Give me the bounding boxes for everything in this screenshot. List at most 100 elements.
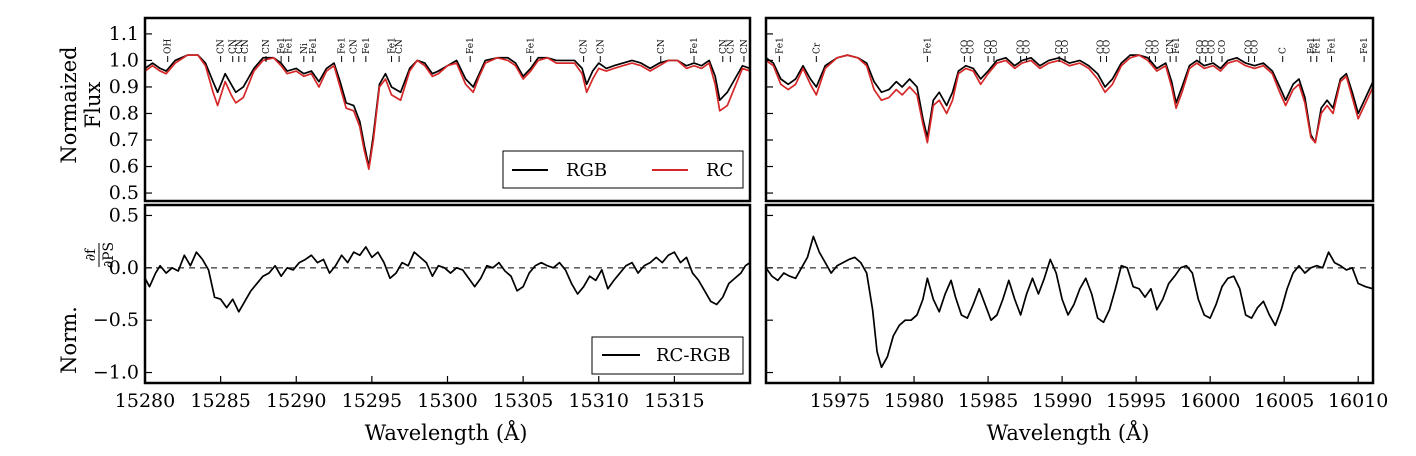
x-tick-label: 15315 (644, 390, 704, 412)
y-tick-label: 0.0 (109, 257, 139, 279)
line-id-label: Fe1 (388, 37, 398, 54)
x-tick-label: 15305 (493, 390, 553, 412)
line-id-label: CO (1208, 40, 1218, 54)
legend-label-rgb: RGB (566, 160, 607, 181)
y-tick-label: −1.0 (93, 362, 139, 384)
line-id-label: CN (596, 39, 606, 54)
line-id-label: CN (217, 39, 227, 54)
series-rgb (145, 54, 750, 168)
line-id-label: Fe1 (1307, 37, 1317, 54)
line-id-label: C (1279, 47, 1289, 54)
x-tick-label: 15285 (190, 390, 250, 412)
line-id-label: CO (1023, 40, 1033, 54)
line-id-label: CO (1055, 40, 1065, 54)
flux-legend: RGB RC (502, 150, 744, 189)
y-tick-label: 0.5 (109, 182, 139, 204)
line-id-label: CO (1061, 40, 1071, 54)
y-tick-label: 1.1 (109, 23, 139, 45)
flux-ylabel-line1: Normaized (57, 46, 81, 163)
line-id-label: Fe1 (527, 37, 537, 54)
y-tick-label: −0.5 (93, 309, 139, 331)
x-tick-label: 15295 (342, 390, 402, 412)
line-id-label: Ni (300, 43, 310, 54)
panel-frame (764, 16, 1375, 203)
x-tick-label: 15310 (569, 390, 629, 412)
panel-frame (143, 203, 752, 385)
line-id-label: CN (229, 39, 239, 54)
x-tick-label: 15980 (884, 390, 944, 412)
line-id-label: CN (350, 39, 360, 54)
line-id-label: CO (1103, 40, 1113, 54)
series-rc-rgb (766, 235, 1373, 369)
series-rc (766, 54, 1373, 144)
panel-right-residual: 15975 15980 15985 15990 15995 16000 16005 16010 (764, 203, 1388, 412)
line-id-label: CO (1145, 40, 1155, 54)
line-id-label: CN (719, 39, 729, 54)
line-id-label: CN (657, 39, 667, 54)
line-id-label: CO (990, 40, 1000, 54)
left-xlabel: Wavelength (Å) (365, 420, 528, 445)
line-id-label: CN (241, 39, 251, 54)
line-id-label: CO (1202, 40, 1212, 54)
flux-ylabel-line2: Flux (81, 82, 105, 129)
line-id-label: Fe1 (1328, 37, 1338, 54)
x-tick-label: 15990 (1032, 390, 1092, 412)
x-tick-label: 15975 (810, 390, 870, 412)
y-tick-label: 0.9 (109, 76, 139, 98)
line-id-label: CO (966, 40, 976, 54)
line-id-label: Fe1 (466, 37, 476, 54)
line-id-label: Fe1 (309, 37, 319, 54)
line-id-label: Fe1 (690, 37, 700, 54)
residual-ylabel-fraction: ∂f ∂PS (83, 242, 117, 268)
x-tick-label: 16010 (1328, 390, 1388, 412)
residual-legend: RC-RGB (591, 336, 744, 375)
line-id-label: CO (1097, 40, 1107, 54)
x-tick-label: 15280 (115, 390, 175, 412)
line-id-label: Fe1 (775, 37, 785, 54)
line-id-label: CO (1251, 40, 1261, 54)
line-id-label: Fe1 (923, 37, 933, 54)
fraction-numerator: ∂f (83, 247, 99, 261)
x-tick-label: 15300 (417, 390, 477, 412)
right-xlabel: Wavelength (Å) (987, 420, 1150, 445)
fraction-denominator: ∂PS (101, 242, 117, 268)
line-id-label: CO (1245, 40, 1255, 54)
residual-ylabel-prefix: Norm. (57, 306, 81, 374)
line-id-label: Fe1 (362, 37, 372, 54)
line-id-label: CN (235, 39, 245, 54)
x-tick-label: 16005 (1254, 390, 1314, 412)
line-id-label: CN (395, 39, 405, 54)
x-tick-label: 16000 (1180, 390, 1240, 412)
line-id-label: CO (984, 40, 994, 54)
y-tick-label: 0.7 (109, 129, 139, 151)
line-id-label: CN (580, 39, 590, 54)
y-tick-label: 0.6 (109, 156, 139, 178)
line-id-label: CO (1017, 40, 1027, 54)
line-id-label: CN (726, 39, 736, 54)
line-id-label: Cr (812, 42, 822, 54)
series-rgb (766, 54, 1373, 144)
line-id-label: CN (262, 39, 272, 54)
line-id-label: CO (1151, 40, 1161, 54)
line-id-label: Fe1 (277, 37, 287, 54)
line-id-label: CN (1166, 39, 1176, 54)
line-id-label: CO (1196, 40, 1206, 54)
line-id-label: Fe1 (1172, 37, 1182, 54)
legend-label-rc-rgb: RC-RGB (656, 345, 731, 366)
panel-left-residual: −1.0 −0.5 0.0 0.5 15280 15285 15290 15295 15300 1… (93, 203, 752, 412)
line-id-label: CO (960, 40, 970, 54)
line-id-label: Fe1 (1313, 37, 1323, 54)
line-id-label: Fe1 (285, 37, 295, 54)
y-tick-label: 0.8 (109, 102, 139, 124)
series-rc (145, 54, 750, 171)
panel-frame (143, 16, 752, 203)
line-id-label: CO (1218, 40, 1228, 54)
y-tick-label: 0.5 (109, 204, 139, 226)
y-tick-label: 1.0 (109, 49, 139, 71)
flux-ylabel: Normaized Flux (57, 46, 105, 163)
residual-ylabel: Norm. ∂f ∂PS (57, 242, 117, 374)
x-tick-label: 15985 (958, 390, 1018, 412)
